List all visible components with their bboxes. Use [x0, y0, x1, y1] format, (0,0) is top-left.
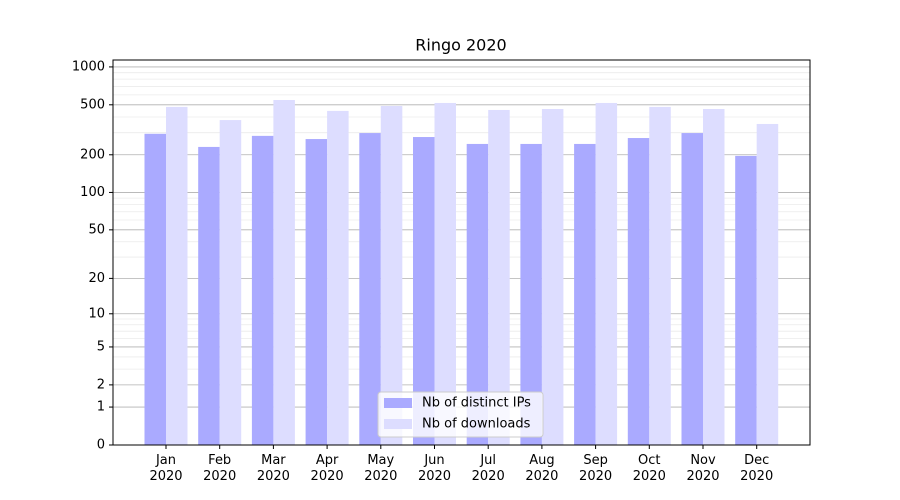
bar: [273, 99, 295, 445]
bar: [327, 110, 349, 446]
bar: [541, 108, 564, 446]
bar: [198, 146, 220, 446]
bar: [434, 102, 456, 445]
y-tick-label: 1000: [72, 59, 105, 74]
bar: [649, 106, 671, 445]
y-tick-label: 5: [97, 339, 105, 354]
x-tick-label: Jul 2020: [471, 453, 505, 484]
x-tick-label: Apr 2020: [310, 453, 344, 484]
bar: [466, 143, 489, 445]
bar: [166, 106, 188, 445]
x-tick-label: Aug 2020: [525, 453, 559, 484]
bar: [703, 108, 725, 446]
bar: [305, 139, 328, 445]
bar: [627, 138, 650, 445]
bar: [488, 109, 510, 446]
x-tick-label: Dec 2020: [740, 453, 774, 484]
x-tick-label: Jan 2020: [149, 453, 183, 484]
bar: [219, 120, 242, 445]
x-tick-label: May 2020: [364, 453, 398, 484]
bar: [413, 137, 435, 446]
x-tick-label: Nov 2020: [686, 453, 720, 484]
legend-label: Nb of downloads: [422, 417, 531, 432]
x-tick-label: Sep 2020: [579, 453, 613, 484]
bar: [574, 143, 596, 445]
y-tick-label: 2: [97, 377, 105, 392]
y-tick-label: 200: [80, 147, 105, 162]
bar: [681, 133, 703, 445]
legend: Nb of distinct IPs Nb of downloads: [377, 391, 544, 438]
x-tick-label: Jun 2020: [417, 453, 452, 484]
bar: [380, 106, 403, 446]
bar: [144, 133, 166, 446]
axes-frame: [112, 59, 811, 446]
legend-swatch: [384, 398, 412, 408]
bar: [251, 135, 274, 445]
bar: [520, 143, 542, 445]
chart-title: Ringo 2020: [415, 36, 506, 55]
x-tick-label: Mar 2020: [256, 453, 290, 484]
y-tick-label: 20: [88, 271, 105, 286]
bar: [756, 123, 779, 446]
bar: [735, 155, 757, 445]
legend-label: Nb of distinct IPs: [422, 396, 531, 411]
bar: [595, 102, 618, 445]
legend-box: [377, 391, 544, 438]
y-tick-label: 0: [97, 438, 105, 453]
y-tick-label: 10: [88, 306, 105, 321]
bar: [359, 133, 381, 445]
y-tick-label: 1: [97, 400, 105, 415]
legend-swatch: [384, 419, 412, 429]
x-tick-label: Oct 2020: [632, 453, 666, 484]
y-tick-label: 50: [88, 222, 105, 237]
y-tick-label: 100: [80, 185, 105, 200]
x-tick-label: Feb 2020: [203, 453, 237, 484]
y-tick-label: 500: [80, 97, 105, 112]
